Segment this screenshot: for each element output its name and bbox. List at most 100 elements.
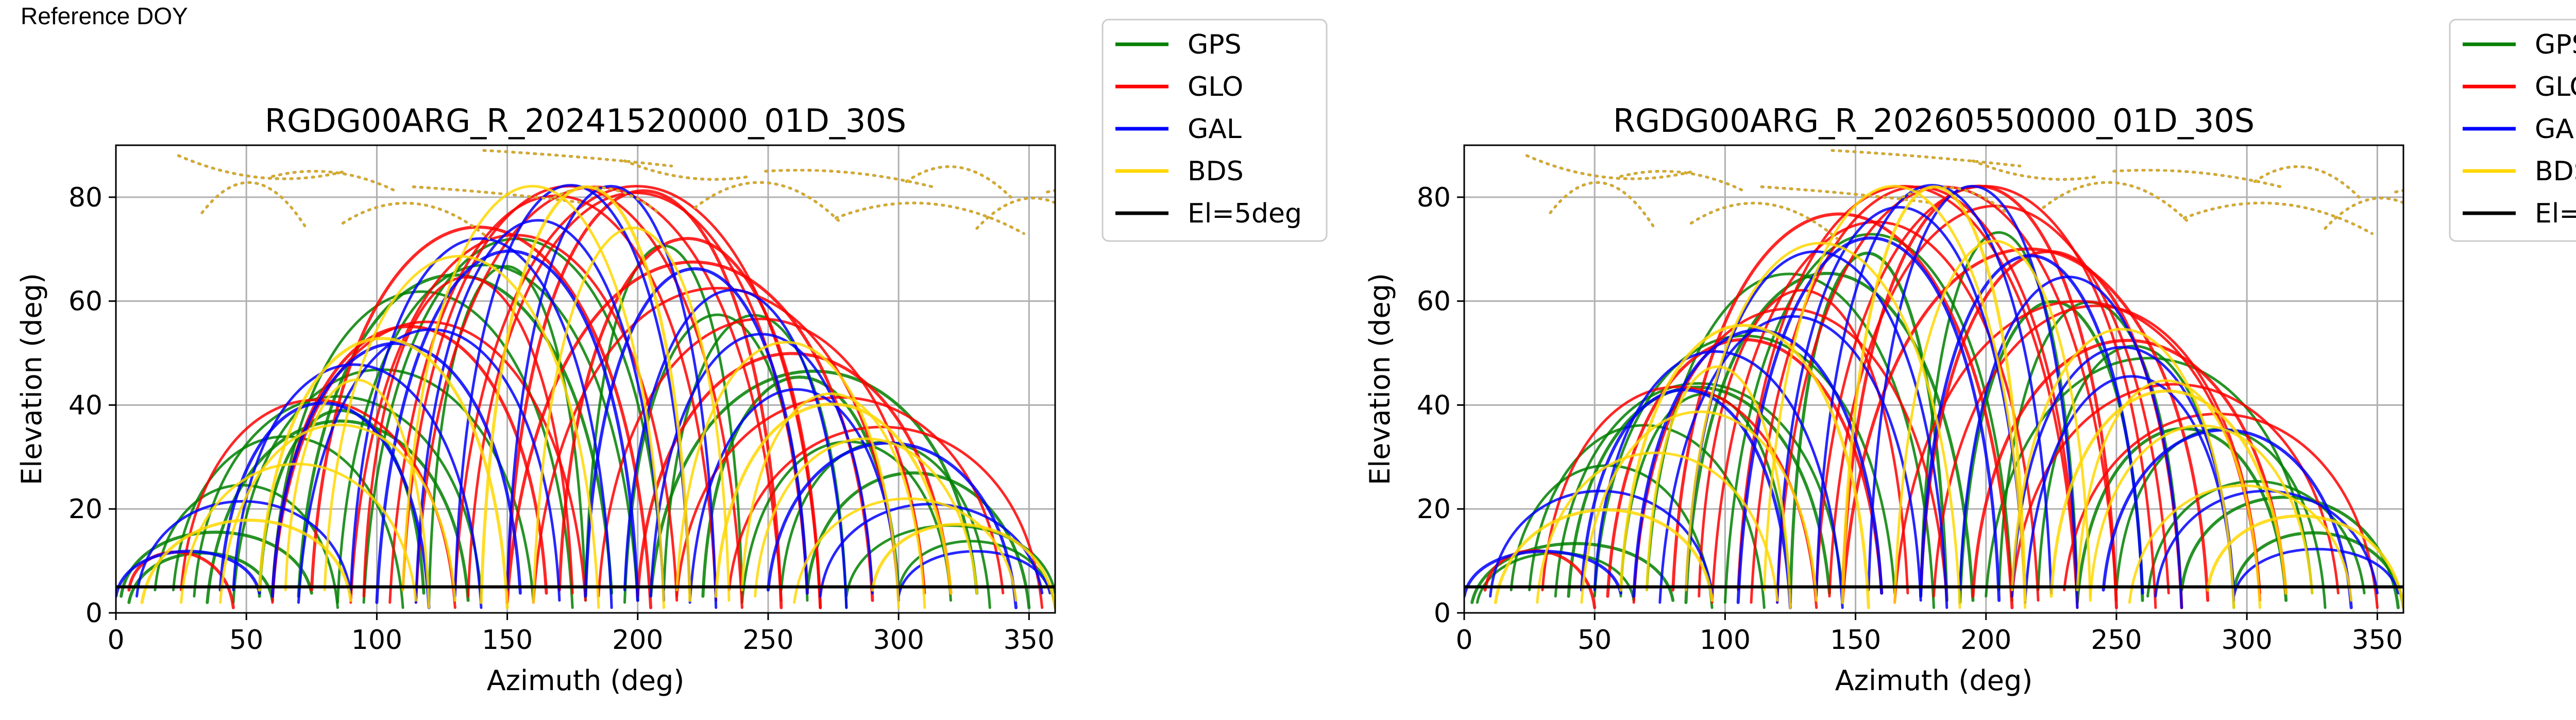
bds-zenith-track: [2183, 201, 2374, 235]
legend-label: GAL: [2535, 114, 2576, 145]
y-axis-label: Elevation (deg): [1364, 273, 1396, 485]
gps-track-arc: [1554, 382, 1844, 598]
gps-track-arc: [193, 395, 483, 598]
legend-label: GPS: [2535, 29, 2576, 60]
gps-zenith-track: [835, 201, 1025, 235]
glo-zenith-track: [764, 168, 934, 188]
bds-track-arc: [2076, 379, 2261, 609]
legend-label: GLO: [2535, 72, 2576, 102]
glo-track-arc: [636, 352, 953, 598]
gal-track-arc: [116, 550, 261, 598]
bds-zenith-track: [1690, 201, 1839, 241]
gps-zenith-track: [2324, 197, 2403, 230]
gps-track-arc: [206, 419, 470, 604]
x-tick-label: 300: [873, 625, 924, 656]
bds-zenith-track: [271, 169, 399, 194]
bds-track-arc: [871, 523, 1055, 609]
glo-track-arc: [1933, 304, 2261, 598]
gal-zenith-track: [1549, 181, 1656, 230]
page-title: Reference DOY: [21, 3, 188, 29]
x-tick-label: 200: [1960, 625, 2011, 656]
glo-zenith-track: [200, 181, 308, 230]
glo-track-arc: [1971, 339, 2288, 598]
gal-track-arc: [453, 184, 691, 598]
x-tick-label: 150: [1830, 625, 1881, 656]
gps-track-arc: [1723, 233, 2013, 604]
bds-zenith-track: [1760, 185, 1930, 204]
bds-zenith-track: [1831, 149, 2022, 167]
series-bds: [140, 149, 1055, 609]
gal-track-arc: [1958, 276, 2183, 609]
x-axis-label: Azimuth (deg): [1835, 664, 2033, 697]
x-tick-label: 350: [1004, 625, 1055, 656]
gps-track-arc: [1985, 357, 2314, 598]
y-tick-label: 80: [69, 182, 103, 213]
glo-track-arc: [1841, 247, 2210, 604]
bds-track-arc: [1841, 185, 2027, 604]
x-tick-label: 350: [2352, 625, 2403, 656]
gal-track-arc: [2154, 490, 2379, 598]
bds-track-arc: [2049, 389, 2288, 598]
gal-track-arc: [2232, 547, 2400, 598]
bds-track-arc: [714, 402, 953, 598]
gal-zenith-track: [342, 201, 490, 241]
gal-track-arc: [1815, 184, 2053, 598]
gal-track-arc: [2024, 375, 2235, 604]
gps-zenith-track: [2253, 165, 2361, 199]
gps-zenith-track: [200, 181, 308, 230]
x-tick-label: 0: [107, 625, 124, 656]
gps-zenith-track: [2112, 168, 2282, 188]
chart-title: RGDG00ARG_R_20260550000_01D_30S: [1613, 102, 2255, 140]
glo-zenith-track: [975, 197, 1055, 230]
glo-zenith-track: [2324, 197, 2403, 230]
gal-track-arc: [232, 363, 483, 609]
x-tick-label: 250: [2091, 625, 2142, 656]
x-tick-label: 50: [1578, 625, 1612, 656]
bds-track-arc: [793, 497, 1018, 604]
bds-track-arc: [740, 392, 926, 609]
gps-track-arc: [1684, 272, 1975, 604]
bds-track-arc: [284, 379, 431, 609]
bds-zenith-track: [2042, 181, 2191, 225]
gal-track-arc: [623, 288, 848, 609]
gps-track-arc: [1510, 464, 1714, 609]
x-tick-label: 50: [229, 625, 263, 656]
gal-track-arc: [297, 328, 561, 604]
gal-track-arc: [270, 341, 522, 598]
y-tick-label: 80: [1417, 182, 1451, 213]
x-tick-label: 200: [612, 625, 663, 656]
x-tick-label: 150: [482, 625, 533, 656]
bds-track-arc: [1893, 239, 2092, 604]
glo-zenith-track: [342, 201, 490, 241]
gal-track-arc: [897, 550, 1052, 598]
bds-track-arc: [1645, 365, 1792, 609]
y-axis-label: Elevation (deg): [15, 273, 48, 485]
legend: GPS GLO GAL BDS El=5deg: [1101, 19, 1328, 242]
y-tick-label: 40: [1417, 390, 1451, 421]
gal-zenith-track: [2183, 201, 2374, 235]
gal-zenith-track: [2324, 197, 2403, 230]
bds-zenith-track: [2253, 165, 2361, 199]
glo-zenith-track: [1549, 181, 1656, 230]
legend-label: BDS: [2535, 156, 2576, 187]
x-tick-label: 100: [351, 625, 402, 656]
gal-zenith-track: [905, 165, 1012, 199]
glo-zenith-track: [905, 165, 1012, 199]
bds-zenith-track: [177, 154, 347, 180]
bds-track-arc: [2206, 514, 2403, 609]
bds-track-arc: [219, 423, 456, 604]
bds-zenith-track: [2112, 168, 2282, 188]
gps-track-arc: [649, 369, 979, 598]
bds-zenith-track: [835, 201, 1025, 235]
glo-zenith-track: [2183, 201, 2374, 235]
skyplot-panel-1: 0 50 100 150 200 250 300 350 0 20 40 60 80 RGDG00ARG_…: [15, 19, 1328, 697]
glo-track-arc: [1737, 185, 2079, 609]
y-tick-label: 0: [86, 598, 103, 629]
x-tick-label: 0: [1455, 625, 1472, 656]
satellite-tracks: [116, 149, 1055, 609]
bds-track-arc: [1580, 410, 1818, 604]
legend-box: [1101, 19, 1328, 242]
y-tick-label: 40: [69, 390, 103, 421]
glo-zenith-track: [835, 201, 1025, 235]
gal-track-arc: [1867, 185, 2079, 609]
